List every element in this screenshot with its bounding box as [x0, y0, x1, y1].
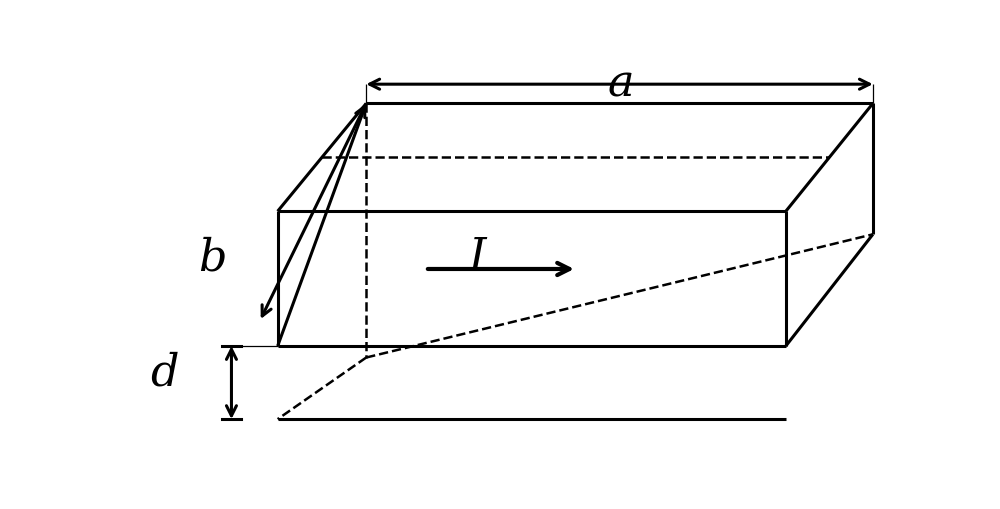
Text: b: b — [198, 236, 226, 279]
Text: d: d — [150, 351, 179, 394]
Text: a: a — [607, 63, 634, 106]
Text: I: I — [469, 236, 487, 279]
